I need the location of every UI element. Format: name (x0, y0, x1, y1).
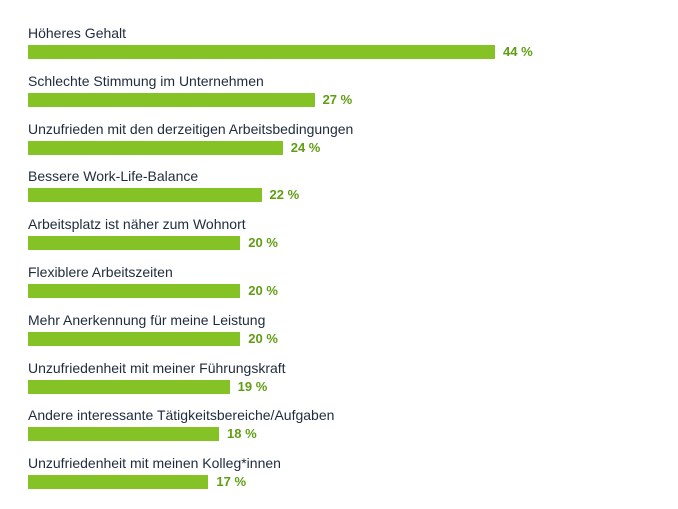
bar (28, 427, 220, 442)
bar (28, 475, 209, 490)
bar-row: Unzufriedenheit mit meiner Führungskraft… (28, 359, 668, 405)
value-label: 20 % (248, 330, 278, 346)
bar-row: Mehr Anerkennung für meine Leistung 20 % (28, 311, 668, 357)
value-label: 20 % (248, 283, 278, 298)
value-label: 20 % (248, 235, 278, 251)
bar-row: Schlechte Stimmung im Unternehmen 27 % (28, 72, 668, 118)
category-label: Unzufrieden mit den derzeitigen Arbeitsb… (28, 120, 354, 137)
bar-row: Andere interessante Tätigkeitsbereiche/A… (28, 406, 668, 452)
bar-row: Flexiblere Arbeitszeiten 20 % (28, 263, 668, 309)
value-label: 18 % (227, 426, 257, 442)
category-label: Mehr Anerkennung für meine Leistung (28, 311, 266, 328)
category-label: Flexiblere Arbeitszeiten (28, 264, 173, 280)
bar (28, 284, 241, 298)
value-label: 19 % (237, 378, 268, 394)
value-label: 24 % (290, 139, 321, 155)
category-label: Andere interessante Tätigkeitsbereiche/A… (28, 407, 335, 424)
bar (28, 45, 495, 59)
category-label: Bessere Work-Life-Balance (28, 168, 199, 185)
bar (28, 379, 230, 394)
category-label: Arbeitsplatz ist näher zum Wohnort (28, 216, 246, 233)
bar (28, 331, 241, 346)
bar (28, 236, 241, 251)
bar-row: Unzufriedenheit mit meinen Kolleg*innen 1… (28, 454, 668, 500)
category-label: Höheres Gehalt (28, 25, 127, 41)
category-label: Schlechte Stimmung im Unternehmen (28, 72, 264, 89)
category-label: Unzufriedenheit mit meiner Führungskraft (28, 359, 286, 376)
category-label: Unzufriedenheit mit meinen Kolleg*innen (28, 455, 281, 472)
value-label: 17 % (216, 474, 247, 490)
bar-row: Arbeitsplatz ist näher zum Wohnort 20 % (28, 215, 668, 261)
value-label: 22 % (269, 187, 300, 203)
bar (28, 92, 315, 107)
bar-row: Bessere Work-Life-Balance 22 % (28, 167, 668, 213)
bar (28, 188, 262, 203)
bar (28, 140, 283, 155)
bar-row: Höheres Gehalt 44 % (28, 24, 668, 70)
value-label: 27 % (322, 91, 353, 107)
bar-row: Unzufrieden mit den derzeitigen Arbeitsb… (28, 120, 668, 166)
value-label: 44 % (503, 44, 533, 59)
